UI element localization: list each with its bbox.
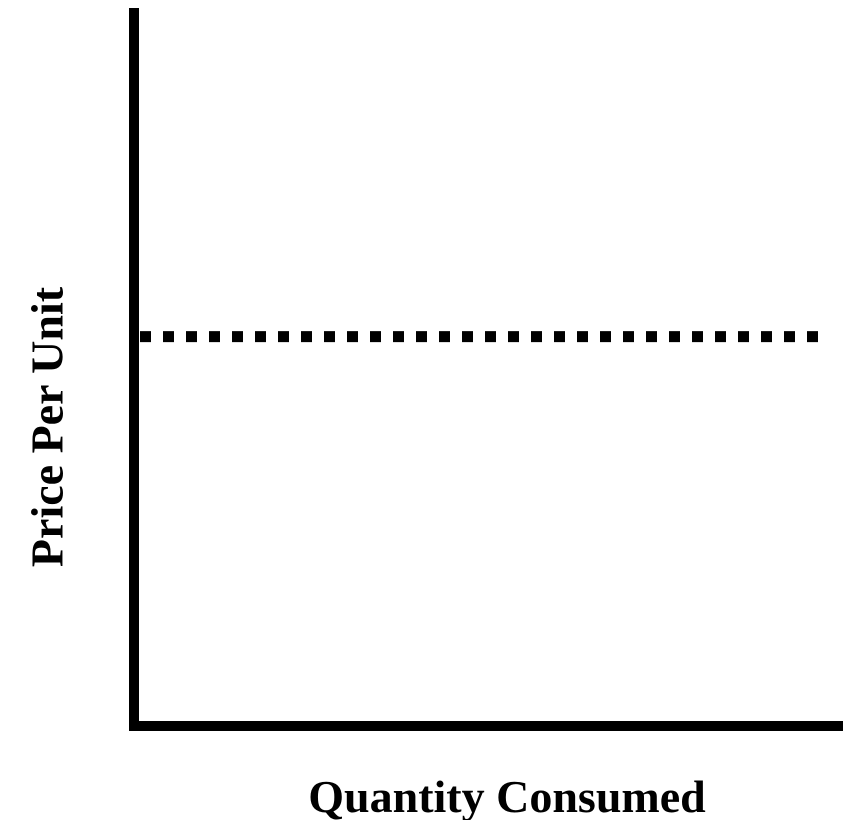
y-axis-title: Price Per Unit	[22, 286, 73, 567]
x-axis-title: Quantity Consumed	[308, 771, 706, 820]
